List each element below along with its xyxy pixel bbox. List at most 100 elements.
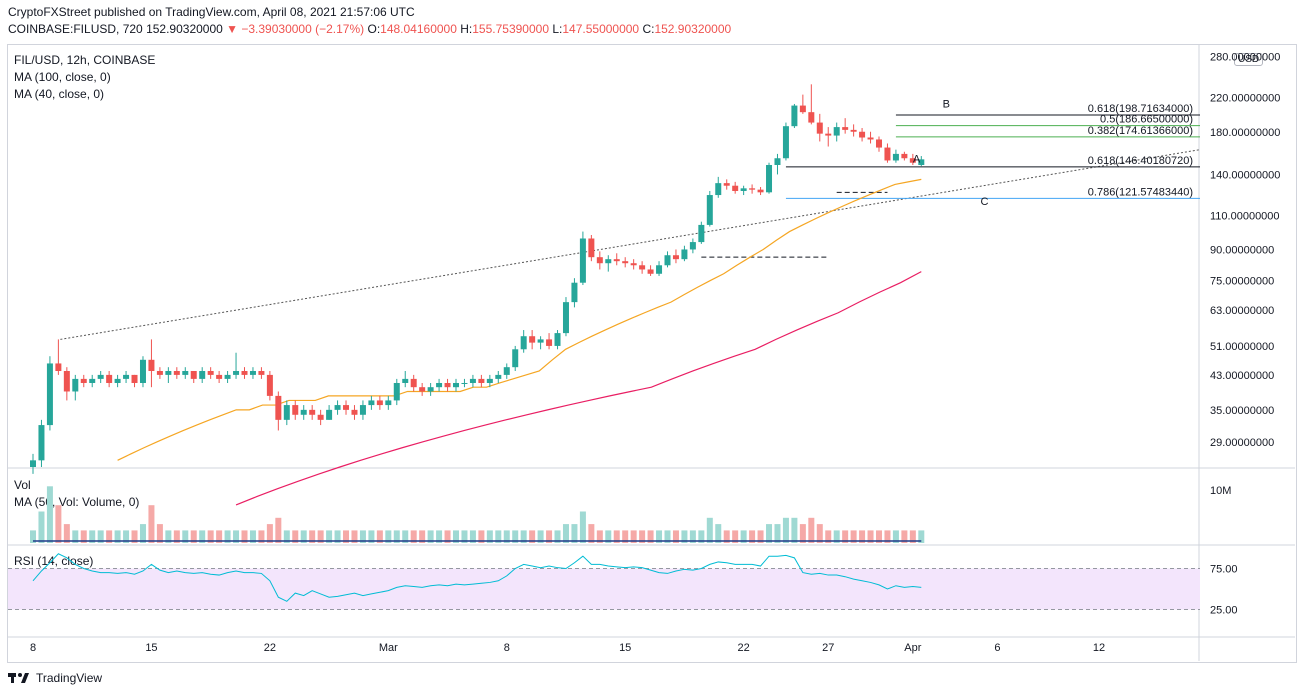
volume-bar <box>495 530 502 543</box>
volume-legend[interactable]: Vol <box>14 478 31 492</box>
volume-bar <box>825 530 832 543</box>
volume-bar <box>672 530 679 543</box>
candle-body <box>224 374 231 379</box>
x-tick-label: 22 <box>264 642 276 654</box>
volume-bar <box>72 530 79 543</box>
volume-tick-label: 10M <box>1210 485 1231 497</box>
candle-body <box>867 137 874 140</box>
chart-symbol-title: FIL/USD, 12h, COINBASE <box>14 53 156 67</box>
candle-body <box>842 127 849 130</box>
candle-body <box>207 370 214 375</box>
candle-body <box>816 122 823 134</box>
candle-body <box>689 242 696 250</box>
fib-level-label: 0.786(121.57483440) <box>1088 186 1193 198</box>
high-label: H: <box>460 22 473 36</box>
y-tick-label: 180.00000000 <box>1210 127 1280 139</box>
volume-bar <box>419 530 426 543</box>
volume-bar <box>343 530 350 543</box>
volume-bar <box>732 530 739 543</box>
tradingview-logo-icon <box>8 673 29 683</box>
candle-body <box>656 265 663 274</box>
candle-body <box>131 374 138 383</box>
candle-body <box>664 255 671 266</box>
candle-body <box>596 257 603 264</box>
candle-body <box>30 460 36 467</box>
candle-body <box>216 374 223 379</box>
fib-level-label: 0.618(146.40180720) <box>1088 155 1193 167</box>
candle-body <box>266 374 273 396</box>
x-tick-label: 12 <box>1093 642 1105 654</box>
x-tick-label: 8 <box>504 642 510 654</box>
volume-bar <box>689 530 696 543</box>
candle-body <box>258 370 265 375</box>
currency-badge[interactable]: USD <box>1234 53 1264 66</box>
volume-bar <box>596 530 603 543</box>
volume-bar <box>427 530 434 543</box>
volume-ma-legend[interactable]: MA (50, Vol: Volume, 0) <box>14 495 140 509</box>
candle-body <box>283 405 290 420</box>
candle-body <box>622 261 629 264</box>
candle-body <box>732 185 739 191</box>
candle-body <box>630 263 637 266</box>
volume-bar <box>579 511 586 543</box>
y-tick-label: 280.00000000 <box>1210 52 1280 64</box>
x-tick-label: 15 <box>145 642 157 654</box>
candle-body <box>292 405 299 415</box>
price-change: ▼ −3.39030000 (−2.17%) <box>226 22 365 36</box>
volume-bar <box>402 530 409 543</box>
volume-bar <box>106 530 113 543</box>
volume-bar <box>266 524 273 543</box>
rsi-legend[interactable]: RSI (14, close) <box>14 554 94 568</box>
candle-body <box>72 378 79 392</box>
candle-body <box>402 378 409 383</box>
volume-bar <box>613 530 620 543</box>
y-tick-label: 51.00000000 <box>1210 341 1274 353</box>
volume-bar <box>283 530 290 543</box>
candle-body <box>317 414 324 420</box>
wave-label-c: C <box>981 196 989 208</box>
volume-bar <box>469 530 476 543</box>
y-tick-label: 220.00000000 <box>1210 93 1280 105</box>
y-tick-label: 43.00000000 <box>1210 370 1274 382</box>
candle-body <box>89 378 96 383</box>
candle-body <box>672 255 679 260</box>
candle-body <box>639 265 646 270</box>
volume-bar <box>292 530 299 543</box>
volume-bar <box>89 530 96 543</box>
volume-bar <box>799 524 806 543</box>
candle-body <box>486 378 493 383</box>
volume-bar <box>791 517 798 543</box>
candle-body <box>884 147 891 161</box>
volume-bar <box>757 530 764 543</box>
candle-body <box>808 112 815 123</box>
volume-bar <box>918 530 925 543</box>
volume-bar <box>723 530 730 543</box>
candle-body <box>80 378 87 383</box>
candle-body <box>38 425 45 461</box>
volume-bar <box>681 530 688 543</box>
candle-body <box>249 370 256 375</box>
candle-body <box>156 370 163 375</box>
volume-bar <box>393 530 400 543</box>
volume-bar <box>486 530 493 543</box>
volume-bar <box>300 530 307 543</box>
candle-body <box>605 259 612 264</box>
volume-bar <box>351 530 358 543</box>
candle-body <box>165 370 172 375</box>
candle-body <box>410 378 417 388</box>
candle-body <box>876 139 882 148</box>
ma40-legend[interactable]: MA (40, close, 0) <box>14 87 105 101</box>
candle-body <box>799 105 806 113</box>
ma40-line <box>117 178 922 461</box>
rsi-line <box>32 553 922 602</box>
candle-body <box>647 269 654 274</box>
volume-bar <box>478 530 485 543</box>
x-tick-label: 15 <box>619 642 631 654</box>
candle-body <box>106 374 113 383</box>
candle-body <box>241 370 248 375</box>
y-tick-label: 90.00000000 <box>1210 244 1274 256</box>
ma100-legend[interactable]: MA (100, close, 0) <box>14 70 111 84</box>
candle-body <box>613 259 620 262</box>
candle-body <box>351 409 358 415</box>
